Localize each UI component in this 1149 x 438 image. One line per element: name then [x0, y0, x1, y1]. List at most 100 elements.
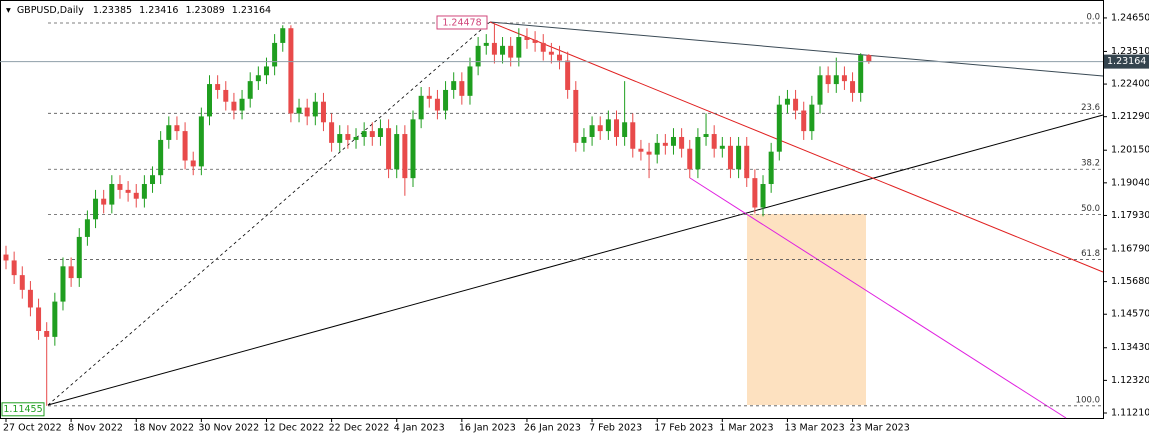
candle-body	[19, 275, 25, 290]
fib-level-label: 61.8	[1081, 249, 1100, 259]
candle-body	[369, 131, 375, 137]
candle-body	[670, 136, 676, 146]
candle-body	[784, 98, 790, 105]
x-tick-label: 26 Jan 2023	[524, 423, 581, 434]
y-tick-label: 1.11210	[1111, 408, 1149, 419]
candle-body	[605, 119, 611, 132]
candle-body	[548, 51, 554, 55]
candle-body	[695, 136, 701, 170]
candle-body	[491, 42, 497, 55]
candle-body	[158, 139, 164, 176]
x-tick-label: 16 Jan 2023	[459, 423, 516, 434]
candle-body	[361, 131, 367, 137]
candle-body	[532, 39, 538, 43]
candle-body	[386, 128, 392, 170]
candle-body	[459, 81, 465, 96]
candle-body	[516, 37, 522, 58]
x-tick-label: 8 Nov 2022	[68, 423, 123, 434]
x-tick-label: 7 Feb 2023	[589, 423, 642, 434]
header-open: 1.23385	[93, 5, 132, 16]
fib-low-label: 1.11455	[3, 404, 42, 415]
candle-body	[141, 184, 147, 199]
candle-body	[255, 75, 261, 82]
candle-body	[614, 119, 619, 137]
candle-body	[231, 101, 237, 111]
x-tick-label: 22 Dec 2022	[329, 423, 390, 434]
candle-body	[93, 198, 99, 220]
candle-body	[711, 134, 717, 149]
candle-body	[540, 42, 546, 52]
candle-body	[809, 104, 815, 132]
candle-body	[150, 175, 156, 185]
y-tick-label: 1.22400	[1111, 79, 1149, 90]
candle-body	[467, 66, 473, 96]
candle-body	[451, 81, 457, 90]
y-tick-label: 1.15680	[1111, 276, 1149, 287]
fib-level-label: 38.2	[1081, 159, 1100, 169]
candle-body	[630, 122, 636, 149]
trend-line	[47, 114, 1104, 406]
candle-body	[263, 66, 269, 76]
candle-body	[817, 75, 823, 105]
y-tick-label: 1.21290	[1111, 111, 1149, 122]
candle-body	[190, 160, 196, 167]
candle-body	[133, 192, 139, 199]
candle-body	[76, 236, 82, 279]
candle-body	[215, 84, 221, 90]
price-label-box	[1104, 54, 1149, 69]
candle-body	[394, 134, 400, 170]
header-close: 1.23164	[232, 5, 271, 16]
candle-body	[345, 134, 351, 140]
x-tick-label: 12 Dec 2022	[263, 423, 324, 434]
candle-body	[174, 125, 180, 132]
x-tick-label: 27 Oct 2022	[3, 423, 62, 434]
header-high: 1.23416	[139, 5, 178, 16]
candle-body	[312, 101, 318, 117]
candle-body	[182, 131, 188, 161]
candle-body	[565, 60, 571, 90]
candle-body	[207, 84, 212, 117]
y-tick-label: 1.17930	[1111, 210, 1149, 221]
candle-body	[320, 101, 326, 123]
y-tick-label: 1.23510	[1111, 46, 1149, 57]
drawings	[47, 21, 1104, 419]
fib-trend-line	[47, 21, 491, 406]
x-tick-label: 18 Nov 2022	[133, 423, 194, 434]
candle-body	[198, 116, 204, 167]
candle-body	[410, 119, 416, 179]
candle-body	[866, 55, 872, 62]
candle-body	[377, 128, 383, 137]
candle-body	[288, 28, 294, 114]
candle-body	[109, 184, 115, 205]
x-tick-label: 1 Mar 2023	[719, 423, 773, 434]
candle-body	[434, 98, 440, 111]
candle-body	[247, 81, 253, 99]
candle-body	[662, 142, 668, 146]
candle-body	[638, 148, 644, 152]
candle-body	[744, 145, 750, 179]
trend-line	[489, 21, 1104, 77]
candle-body	[793, 98, 799, 111]
x-tick-label: 13 Mar 2023	[784, 423, 844, 434]
chart-header: ▾ GBPUSD,Daily 1.23385 1.23416 1.23089 1…	[6, 5, 271, 16]
fib-level-label: 0.0	[1086, 12, 1100, 22]
candle-body	[500, 45, 506, 55]
x-tick-label: 4 Jan 2023	[394, 423, 445, 434]
price-label: 1.23164	[1107, 56, 1146, 67]
candle-body	[524, 37, 530, 40]
candle-body	[272, 42, 278, 67]
fib-level-label: 100.0	[1076, 395, 1100, 405]
candle-body	[679, 136, 685, 149]
candle-body	[329, 122, 335, 143]
y-tick-label: 1.12320	[1111, 375, 1149, 386]
candle-body	[646, 151, 652, 155]
candle-body	[426, 95, 432, 99]
y-tick-label: 1.16790	[1111, 243, 1149, 254]
candle-body	[36, 307, 42, 331]
plot-frame	[0, 0, 1104, 419]
y-tick-label: 1.24650	[1111, 12, 1149, 23]
candle-body	[833, 75, 839, 85]
candle-body	[597, 125, 603, 132]
candle-body	[402, 134, 408, 179]
